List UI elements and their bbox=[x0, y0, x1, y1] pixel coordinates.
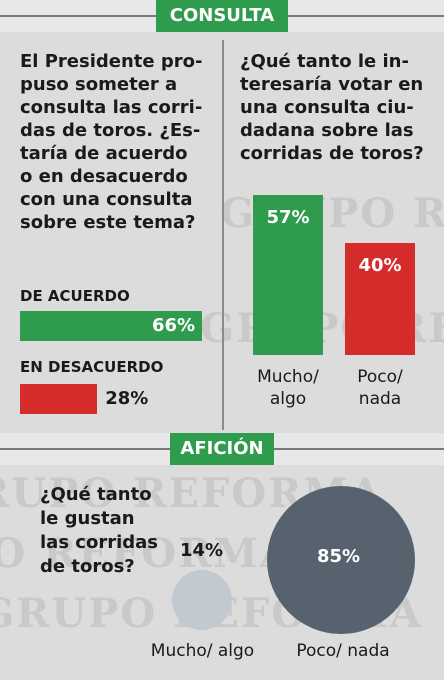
bar-mucho-algo bbox=[253, 195, 323, 355]
category-label-poco-nada: Poco/ nada bbox=[335, 366, 425, 410]
bubble-poco-nada bbox=[267, 486, 415, 634]
question-1: El Presidente pro- puso someter a consul… bbox=[20, 50, 220, 234]
section-title-aficion: AFICIÓN bbox=[170, 433, 274, 465]
category-label-mucho-algo: Mucho/ algo bbox=[243, 366, 333, 410]
bar-desacuerdo bbox=[20, 384, 98, 414]
question-1-line: con una consulta bbox=[20, 189, 193, 210]
question-2-line: una consulta ciu- bbox=[240, 97, 414, 118]
question-1-line: El Presidente pro- bbox=[20, 51, 203, 72]
value-label-poco-nada-aficion: 85% bbox=[317, 546, 361, 567]
value-label-mucho-algo: 57% bbox=[266, 207, 310, 228]
category-line: algo bbox=[269, 389, 307, 409]
question-3-line: las corridas bbox=[40, 532, 159, 553]
category-label-poco-nada-aficion: Poco/ nada bbox=[296, 641, 390, 661]
question-3-line: de toros? bbox=[40, 556, 135, 577]
question-2-line: teresaría votar en bbox=[240, 74, 424, 95]
value-label-poco-nada: 40% bbox=[358, 254, 402, 276]
category-label-desacuerdo: EN DESACUERDO bbox=[20, 358, 164, 376]
question-3: ¿Qué tanto le gustan las corridas de tor… bbox=[40, 483, 180, 579]
question-2-line: corridas de toros? bbox=[240, 143, 424, 164]
value-label-desacuerdo: 28% bbox=[105, 388, 149, 409]
section-header-aficion: AFICIÓN bbox=[0, 433, 444, 465]
category-line: Mucho/ bbox=[257, 367, 319, 387]
question-2-line: ¿Qué tanto le in- bbox=[240, 51, 409, 72]
section-header-consulta: CONSULTA bbox=[0, 0, 444, 32]
bubble-mucho-algo bbox=[171, 569, 233, 631]
question-3-line: ¿Qué tanto bbox=[40, 484, 152, 505]
watermark: GRUPO REFORMA bbox=[0, 530, 293, 577]
value-label-acuerdo: 66% bbox=[152, 315, 196, 336]
category-line: nada bbox=[358, 389, 402, 409]
value-label-mucho-algo-aficion: 14% bbox=[180, 540, 224, 561]
column-divider bbox=[222, 40, 224, 430]
category-line: Poco/ bbox=[357, 367, 403, 387]
question-3-line: le gustan bbox=[40, 508, 135, 529]
question-1-line: o en desacuerdo bbox=[20, 166, 188, 187]
question-1-line: taría de acuerdo bbox=[20, 143, 188, 164]
category-label-acuerdo: DE ACUERDO bbox=[20, 287, 130, 305]
category-label-mucho-algo-aficion: Mucho/ algo bbox=[150, 641, 255, 661]
question-1-line: puso someter a bbox=[20, 74, 178, 95]
question-1-line: sobre este tema? bbox=[20, 212, 196, 233]
question-2-line: dadana sobre las bbox=[240, 120, 414, 141]
question-2: ¿Qué tanto le in- teresaría votar en una… bbox=[240, 50, 440, 165]
question-1-line: das de toros. ¿Es- bbox=[20, 120, 201, 141]
bar-acuerdo bbox=[20, 311, 202, 341]
bar-poco-nada bbox=[345, 242, 415, 355]
question-1-line: consulta las corri- bbox=[20, 97, 203, 118]
section-title-consulta: CONSULTA bbox=[156, 0, 288, 32]
